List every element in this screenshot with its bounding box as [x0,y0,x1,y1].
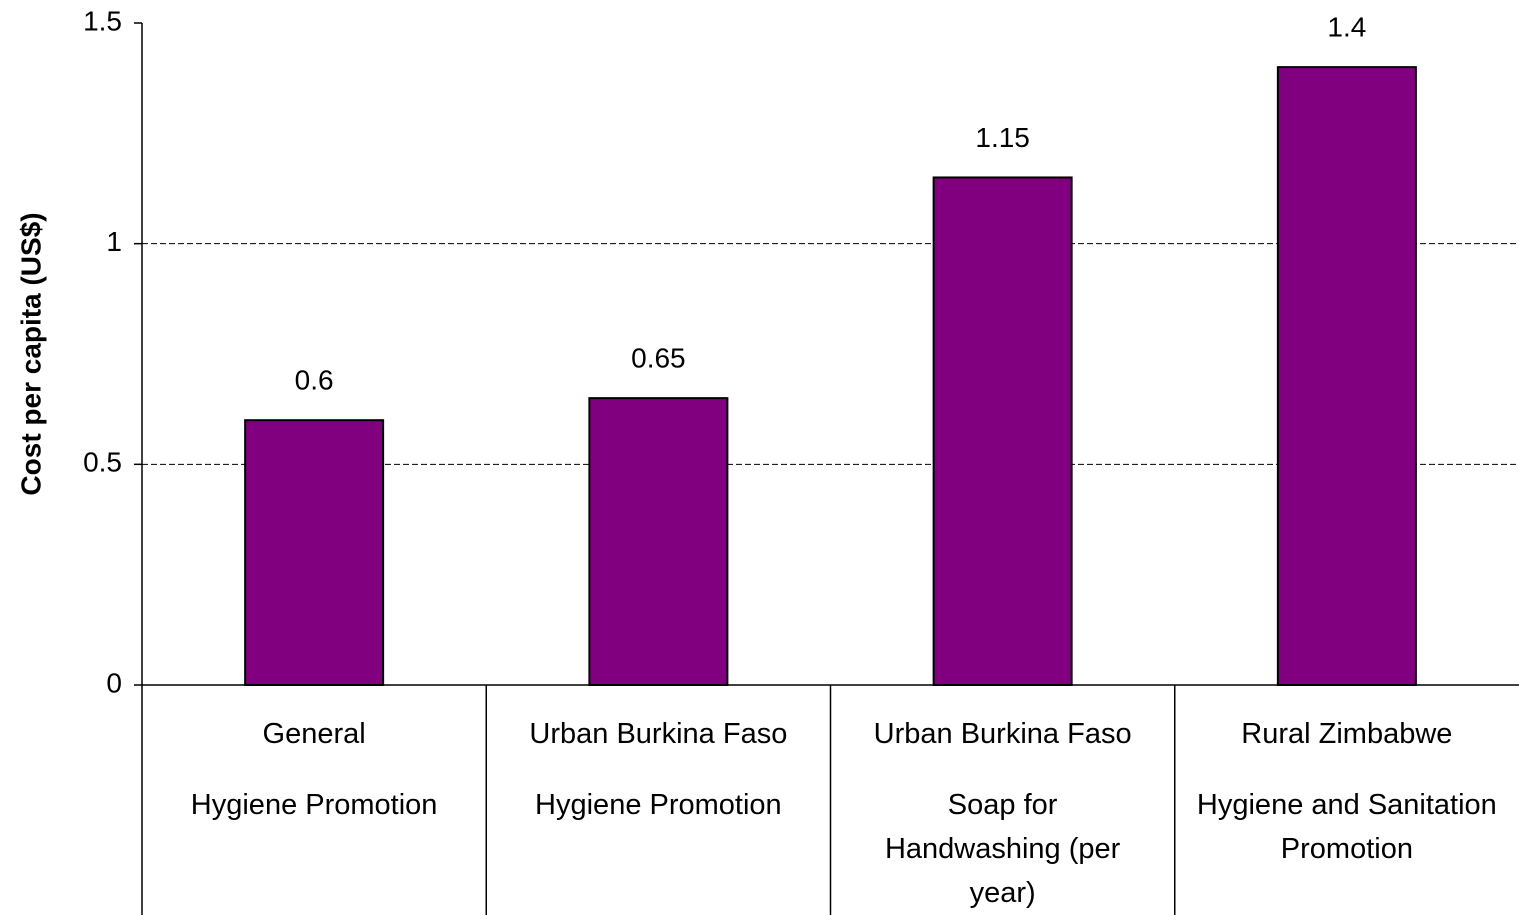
subcategory-label: Hygiene Promotion [535,789,782,821]
category-label: General [262,718,366,750]
y-tick-label: 1.5 [83,5,122,36]
subcategory-label: Hygiene Promotion [190,789,438,821]
y-tick-label: 0.5 [83,447,122,478]
bar [1276,66,1417,686]
subcategory-label: Hygiene and Sanitation Promotion [1196,789,1497,865]
bar [588,397,729,686]
y-tick-label: 0 [106,667,122,698]
value-label: 1.15 [975,122,1030,153]
category-label: Rural Zimbabwe [1241,718,1453,750]
category-label: Urban Burkina Faso [529,718,788,750]
bar [244,419,385,686]
value-label: 0.65 [631,343,686,374]
y-tick-label: 1 [106,226,122,257]
bar [932,176,1073,686]
y-axis-label: Cost per capita (US$) [15,212,46,495]
value-label: 0.6 [295,365,334,396]
subcategory-label: Soap for Handwashing (per year) [884,789,1121,909]
value-label: 1.4 [1327,12,1366,43]
category-label: Urban Burkina Faso [873,718,1132,750]
